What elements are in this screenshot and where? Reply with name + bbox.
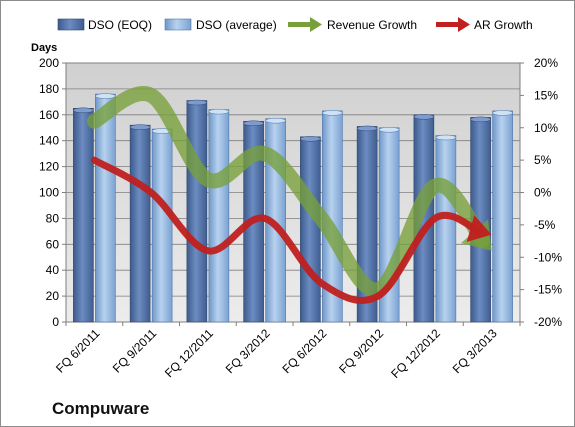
x-tick-label: FQ 12/2012 [388,326,443,381]
bar-cap-dso-average [378,127,400,133]
x-axis-ticks: FQ 6/2011 FQ 9/2011 FQ 12/2011 FQ 3/2012 FQ … [53,322,521,381]
y2-tick-label: 20% [534,56,558,70]
bar-cap-dso-eoq [129,124,151,130]
bar-dso-eoq [129,124,151,323]
bar-cap-dso-average [322,110,343,116]
y-tick-label: 120 [39,160,59,174]
line-ar-growth [90,156,482,304]
bar-dso-average [492,110,513,323]
bar-dso-average [208,109,230,323]
bar-cap-dso-eoq [73,107,94,114]
y-tick-label: 200 [39,56,59,70]
x-tick-label: FQ 9/2011 [110,326,160,376]
y2-tick-label: 15% [534,88,558,102]
company-name: Compuware [52,399,149,418]
line-revenue-growth [86,86,490,298]
bar-cap-dso-eoq [413,114,435,120]
legend-item-dso-eoq: DSO (EOQ) [57,18,152,32]
legend-swatch-dso-eoq [57,18,85,31]
legend-item-dso-average: DSO (average) [164,18,277,32]
bar-cap-dso-eoq [243,120,264,127]
x-tick-label: FQ 6/2011 [53,326,103,376]
y-tick-label: 0 [52,315,59,329]
bar-cap-dso-eoq [186,99,208,106]
bar-cap-dso-average [265,117,286,124]
bar-dso-average [151,128,173,323]
x-tick-label: FQ 3/2012 [223,326,273,376]
bar-dso-eoq [186,100,208,323]
legend-item-ar-growth: AR Growth [436,17,533,32]
y2-tick-label: 0% [534,186,552,200]
y-axis-ticks: 0 20 40 60 80 100 120 140 160 180 200 [39,56,66,329]
legend-arrow-revenue-growth [288,17,322,32]
legend: DSO (EOQ) DSO (average) Revenue Growth A… [57,17,533,32]
legend-item-revenue-growth: Revenue Growth [288,17,417,32]
x-tick-label: FQ 3/2013 [450,326,500,376]
legend-arrow-ar-growth [436,17,470,32]
x-tick-label: FQ 12/2011 [162,326,216,380]
bar-dso-average [435,135,457,323]
bar-cap-dso-average [435,134,457,141]
bar-cap-dso-eoq [356,125,378,132]
growth-lines [86,86,492,304]
y-tick-label: 100 [39,186,59,200]
bar-dso-average [95,93,116,323]
y-tick-label: 180 [39,82,59,96]
legend-label-dso-average: DSO (average) [196,18,277,32]
y-tick-label: 80 [46,211,60,225]
bar-cap-dso-average [492,110,513,116]
y-tick-label: 40 [46,263,60,277]
bar-cap-dso-eoq [470,116,491,123]
bar-dso-eoq [73,108,94,323]
arrowhead-ar-growth [466,215,492,243]
legend-label-ar-growth: AR Growth [474,18,533,32]
legend-label-revenue-growth: Revenue Growth [327,18,417,32]
y2-tick-label: -20% [534,315,562,329]
x-tick-label: FQ 6/2012 [280,326,330,376]
y-tick-label: 60 [46,237,60,251]
y2-axis-ticks: -20% -15% -10% -5% 0% 5% 10% 15% 20% [520,56,562,329]
y2-tick-label: -5% [534,218,556,232]
bar-cap-dso-average [208,108,230,115]
x-tick-label: FQ 9/2012 [336,326,386,376]
legend-label-dso-eoq: DSO (EOQ) [88,18,152,32]
y2-tick-label: 10% [534,121,558,135]
bar-dso-eoq [300,136,321,323]
legend-swatch-dso-average [164,18,192,31]
bar-cap-dso-eoq [300,136,321,142]
y2-tick-label: -10% [534,250,562,264]
y-tick-label: 160 [39,108,59,122]
y-tick-label: 20 [46,289,60,303]
y2-tick-label: 5% [534,153,552,167]
y2-tick-label: -15% [534,283,562,297]
y-axis-title: Days [31,42,57,54]
bar-cap-dso-average [95,93,116,99]
y-tick-label: 140 [39,134,59,148]
